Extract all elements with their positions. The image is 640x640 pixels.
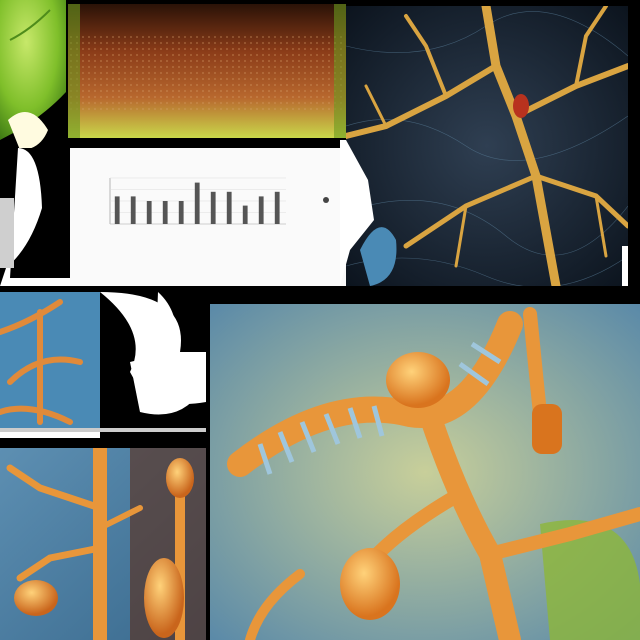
chart-bar [114, 196, 120, 224]
chart-bar [178, 201, 184, 224]
legend-marker [323, 197, 329, 203]
chart-bar [258, 196, 264, 224]
chart-bar [242, 205, 248, 224]
bar-chart-panel [70, 148, 346, 286]
chart-bar [210, 191, 216, 224]
chart-bar [130, 196, 136, 224]
blue-cell-structures-panel [0, 292, 206, 438]
white-stepped-shape [0, 148, 70, 286]
green-leaf-panel [0, 0, 68, 148]
brown-tissue-texture-panel [68, 4, 346, 138]
chart-bar [274, 191, 280, 224]
chart-bar [194, 182, 200, 224]
bar-chart [109, 177, 329, 225]
chart-bar [162, 201, 168, 224]
orange-branching-structures-panel [0, 448, 206, 640]
orange-dna-helix-neuron-panel [210, 304, 640, 640]
chart-bar [146, 201, 152, 224]
chart-bar [226, 191, 232, 224]
blue-ear-shape [340, 140, 400, 286]
